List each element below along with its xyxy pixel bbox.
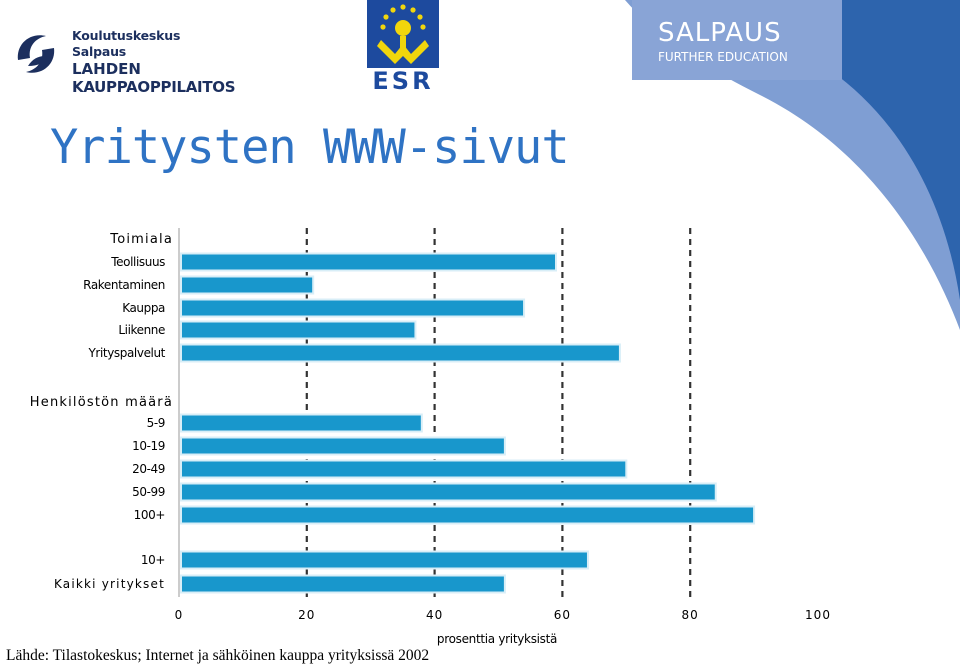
- x-axis-title: prosenttia yrityksistä: [437, 632, 557, 646]
- category-label: Kauppa: [122, 301, 165, 315]
- lahden-kauppaoppilaitos-logo: Koulutuskeskus Salpaus LAHDEN KAUPPAOPPI…: [8, 24, 236, 96]
- slide-title: Yritysten WWW-sivut: [50, 120, 570, 175]
- category-label: Yrityspalvelut: [88, 346, 166, 360]
- salpaus-swirl-icon: [10, 28, 62, 80]
- salpaus-logo-subtitle: FURTHER EDUCATION: [658, 50, 788, 64]
- chart-x-axis: 0 20 40 60 80 100 prosenttia yrityksistä: [175, 608, 831, 646]
- category-label: Teollisuus: [110, 255, 165, 269]
- chart-bars: [180, 252, 756, 594]
- x-tick-label: 20: [298, 608, 315, 622]
- esr-figure-icon: [377, 20, 429, 64]
- salpaus-logo: [632, 0, 842, 80]
- bar: [180, 298, 526, 318]
- category-label: Rakentaminen: [83, 278, 165, 292]
- source-note: Lähde: Tilastokeskus; Internet ja sähköi…: [6, 647, 430, 664]
- salpaus-logo-background: [632, 0, 842, 80]
- category-label: Kaikki yritykset: [54, 577, 165, 591]
- esr-logo-text: ESR: [372, 67, 434, 95]
- x-tick-label: 80: [682, 608, 699, 622]
- bar: [180, 482, 717, 502]
- bar: [180, 413, 423, 433]
- category-label: Liikenne: [118, 323, 165, 337]
- category-label: 100+: [134, 508, 165, 522]
- bar: [180, 505, 756, 525]
- category-label: 20-49: [132, 462, 165, 476]
- x-tick-label: 0: [175, 608, 184, 622]
- logo-line-2: LAHDEN: [72, 60, 141, 78]
- category-label: 50-99: [132, 485, 165, 499]
- blue-corner-decoration: [625, 0, 960, 330]
- x-tick-label: 100: [805, 608, 831, 622]
- chart-gridlines: [178, 228, 692, 597]
- eu-stars-icon: [380, 4, 426, 30]
- x-tick-label: 40: [426, 608, 443, 622]
- logo-line-1: Koulutuskeskus Salpaus: [72, 28, 181, 59]
- group-header-label: Toimiala: [109, 232, 173, 247]
- bar: [180, 459, 628, 479]
- www-pages-bar-chart: Toimiala Teollisuus Rakentaminen Kauppa Liik…: [30, 228, 831, 646]
- category-label: 5-9: [147, 416, 165, 430]
- bar: [180, 320, 417, 340]
- x-tick-label: 60: [554, 608, 571, 622]
- bar: [180, 343, 621, 363]
- group-header-label: Henkilöstön määrä: [30, 395, 173, 410]
- bar: [180, 436, 506, 456]
- chart-labels: Toimiala Teollisuus Rakentaminen Kauppa Liik…: [30, 232, 173, 591]
- bar: [180, 252, 558, 272]
- bar: [180, 574, 506, 594]
- bar: [180, 275, 315, 295]
- bar: [180, 550, 589, 570]
- esr-logo: [367, 0, 439, 96]
- category-label: 10-19: [132, 439, 165, 453]
- salpaus-logo-name: SALPAUS: [658, 18, 782, 48]
- logo-line-3: KAUPPAOPPILAITOS: [72, 78, 236, 96]
- category-label: 10+: [141, 553, 165, 567]
- corner-swoosh-dark: [690, 0, 960, 300]
